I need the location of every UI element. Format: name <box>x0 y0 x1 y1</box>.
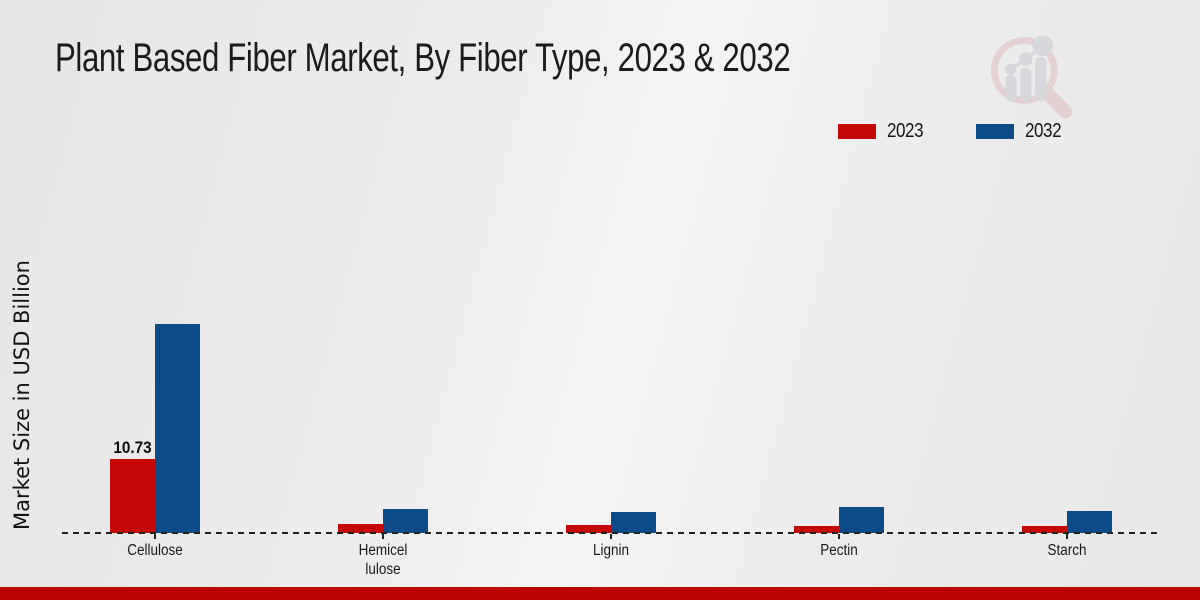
logo-dot-large <box>1032 35 1054 56</box>
category-label-hemicellulose: Hemicel lulose <box>358 542 408 578</box>
bar-2023-starch <box>1022 526 1067 533</box>
x-axis-tick-lignin <box>610 534 612 539</box>
bar-2032-lignin <box>611 512 656 533</box>
magnifier-bar-chart-logo-icon <box>983 25 1078 120</box>
legend-swatch-2023 <box>838 124 876 139</box>
bar-2032-starch <box>1067 511 1112 533</box>
logo-dot-medium <box>1019 52 1033 66</box>
logo-bar-medium <box>1020 67 1032 102</box>
category-label-starch: Starch <box>1047 542 1087 559</box>
logo-bar-small <box>1005 74 1017 102</box>
category-label-cellulose: Cellulose <box>127 542 183 559</box>
logo-dot-small <box>1005 63 1017 76</box>
bar-2023-lignin <box>566 525 611 533</box>
x-axis-tick-pectin <box>838 534 840 539</box>
legend-item-2023: 2023 <box>838 120 930 143</box>
legend-label: 2023 <box>887 120 924 142</box>
bar-2032-pectin <box>839 507 884 533</box>
footer-red-strip <box>0 587 1200 600</box>
bar-value-label-2023: 10.73 <box>113 438 152 457</box>
bar-2023-pectin <box>794 526 839 533</box>
magnifier-handle <box>1039 85 1073 119</box>
category-label-lignin: Lignin <box>593 542 629 559</box>
legend: 2023 2032 <box>838 120 1067 143</box>
bar-2032-hemicellulose <box>383 509 428 533</box>
legend-swatch-2032 <box>975 124 1014 139</box>
category-label-pectin: Pectin <box>820 542 858 559</box>
legend-item-2032: 2032 <box>975 120 1068 143</box>
x-axis-zero-line <box>62 532 1158 534</box>
logo-bar-tall <box>1035 57 1047 102</box>
bar-2032-cellulose <box>155 324 200 533</box>
x-axis-tick-starch <box>1066 534 1068 539</box>
x-axis-tick-hemicellulose <box>382 534 384 539</box>
chart-title: Plant Based Fiber Market, By Fiber Type,… <box>55 36 791 80</box>
x-axis-tick-cellulose <box>154 534 156 539</box>
bar-2023-cellulose <box>110 459 155 533</box>
bar-2023-hemicellulose <box>338 524 383 533</box>
legend-label: 2032 <box>1024 120 1062 142</box>
